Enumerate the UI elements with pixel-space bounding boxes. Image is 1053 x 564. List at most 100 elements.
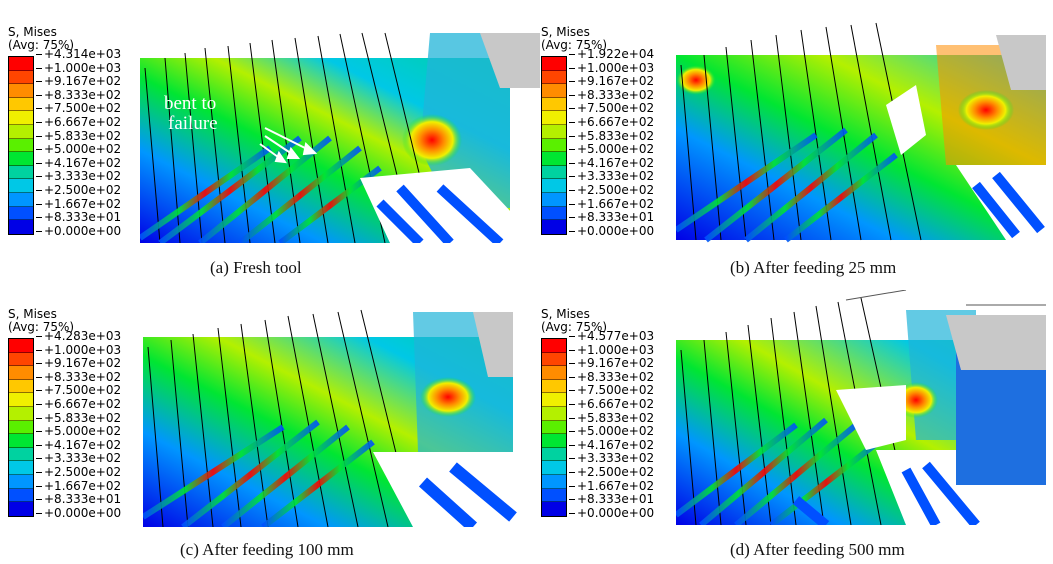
legend-level: +2.500e+02 — [36, 183, 121, 198]
annotation-bent-to-failure: bent to failure — [164, 94, 218, 134]
legend-level: +7.500e+02 — [36, 384, 121, 398]
ramp-cell — [542, 379, 566, 394]
ramp-cell — [542, 111, 566, 125]
legend-level: +2.500e+02 — [36, 465, 121, 480]
legend-max: +4.314e+03 — [36, 47, 121, 62]
ramp-cell — [542, 220, 566, 234]
ramp-cell — [9, 206, 33, 221]
ramp-cell — [542, 420, 566, 435]
stress-contour-plot — [676, 22, 1046, 243]
ramp-cell — [542, 152, 566, 166]
stress-legend: S, Mises (Avg: 75%) +1.922e+04 +1.000e+0… — [541, 25, 654, 237]
legend-level: +8.333e+01 — [569, 493, 654, 507]
ramp-cell — [9, 84, 33, 98]
fibers — [143, 419, 375, 527]
ramp-cell — [542, 165, 566, 180]
legend-level: +8.333e+02 — [569, 370, 654, 385]
ramp-cell — [9, 165, 33, 180]
legend-level: +7.500e+02 — [569, 102, 654, 116]
stress-contour-plot — [140, 32, 540, 243]
stress-legend: S, Mises (Avg: 75%) +4.283e+03 +1.000e+0… — [8, 307, 121, 519]
legend-level: +6.667e+02 — [36, 397, 121, 412]
ramp-cell — [9, 192, 33, 207]
color-ramp — [8, 338, 34, 517]
ramp-cell — [9, 474, 33, 489]
ramp-cell — [542, 179, 566, 193]
ramp-cell — [542, 406, 566, 421]
legend-level: +1.667e+02 — [569, 197, 654, 212]
legend-level: +4.167e+02 — [36, 156, 121, 171]
stress-legend: S, Mises (Avg: 75%) +4.314e+03 +1.000e+0… — [8, 26, 121, 237]
ramp-cell — [542, 339, 566, 353]
legend-level: +0.000e+00 — [36, 224, 121, 239]
ramp-cell — [9, 502, 33, 516]
annotation-line-1: bent to — [164, 93, 217, 114]
legend-level: +5.000e+02 — [569, 425, 654, 439]
legend-level: +4.167e+02 — [569, 438, 654, 453]
caption: (b) After feeding 25 mm — [730, 258, 897, 277]
ramp-cell — [542, 352, 566, 367]
ramp-cell — [9, 379, 33, 394]
ramp-cell — [9, 434, 33, 448]
legend-level: +1.667e+02 — [569, 479, 654, 494]
ramp-cell — [542, 502, 566, 516]
legend-level: +1.000e+03 — [569, 343, 654, 358]
legend-variable: S, Mises — [541, 307, 590, 321]
legend-level: +0.000e+00 — [36, 506, 121, 521]
legend-level: +9.167e+02 — [36, 75, 121, 89]
annotation-line-2: failure — [168, 113, 218, 134]
ramp-cell — [542, 57, 566, 71]
legend-level: +1.000e+03 — [36, 343, 121, 358]
legend-ticks: +4.283e+03 +1.000e+03 +9.167e+02 +8.333e+0… — [36, 329, 121, 521]
legend-level: +8.333e+02 — [36, 370, 121, 385]
legend-level: +7.500e+02 — [569, 384, 654, 398]
stress-contour-plot — [676, 290, 1046, 525]
legend-level: +1.000e+03 — [36, 61, 121, 76]
ramp-cell — [9, 70, 33, 85]
legend-level: +5.000e+02 — [569, 143, 654, 157]
legend-level: +3.333e+02 — [36, 170, 121, 184]
legend-level: +8.333e+02 — [569, 88, 654, 103]
ramp-cell — [542, 461, 566, 475]
legend-ticks: +4.577e+03 +1.000e+03 +9.167e+02 +8.333e+0… — [569, 329, 654, 521]
panel-d: S, Mises (Avg: 75%) +4.577e+03 +1.000e+0… — [533, 282, 1053, 564]
ramp-cell — [542, 474, 566, 489]
legend-level: +1.667e+02 — [36, 479, 121, 494]
fibers — [676, 417, 883, 525]
legend-level: +1.667e+02 — [36, 197, 121, 212]
caption: (d) After feeding 500 mm — [730, 540, 905, 559]
ramp-cell — [9, 352, 33, 367]
legend-level: +9.167e+02 — [36, 357, 121, 371]
ramp-cell — [542, 393, 566, 407]
legend-level: +6.667e+02 — [569, 397, 654, 412]
legend-level: +3.333e+02 — [569, 170, 654, 184]
legend-level: +3.333e+02 — [36, 452, 121, 466]
legend-level: +5.833e+02 — [36, 411, 121, 426]
panel-b: S, Mises (Avg: 75%) +1.922e+04 +1.000e+0… — [533, 0, 1053, 282]
legend-level: +5.000e+02 — [36, 143, 121, 157]
ramp-cell — [9, 393, 33, 407]
legend-max: +1.922e+04 — [569, 47, 654, 62]
legend-variable: S, Mises — [8, 307, 57, 321]
legend-level: +1.000e+03 — [569, 61, 654, 76]
legend-variable: S, Mises — [541, 25, 590, 39]
panel-c: S, Mises (Avg: 75%) +4.283e+03 +1.000e+0… — [0, 282, 526, 564]
ramp-cell — [9, 124, 33, 139]
legend-level: +0.000e+00 — [569, 506, 654, 521]
legend-level: +8.333e+01 — [36, 493, 121, 507]
ramp-cell — [542, 434, 566, 448]
ramp-cell — [9, 488, 33, 503]
ramp-cell — [9, 461, 33, 475]
ramp-cell — [9, 97, 33, 112]
legend-level: +3.333e+02 — [569, 452, 654, 466]
ramp-cell — [542, 97, 566, 112]
failure-arrows — [259, 127, 318, 164]
caption: (c) After feeding 100 mm — [180, 540, 354, 559]
panel-a: S, Mises (Avg: 75%) +4.314e+03 +1.000e+0… — [0, 0, 540, 282]
ramp-cell — [9, 420, 33, 435]
caption: (a) Fresh tool — [210, 258, 302, 277]
legend-level: +2.500e+02 — [569, 183, 654, 198]
legend-level: +8.333e+01 — [569, 211, 654, 225]
stress-contour-plot — [143, 309, 517, 527]
legend-level: +7.500e+02 — [36, 102, 121, 116]
